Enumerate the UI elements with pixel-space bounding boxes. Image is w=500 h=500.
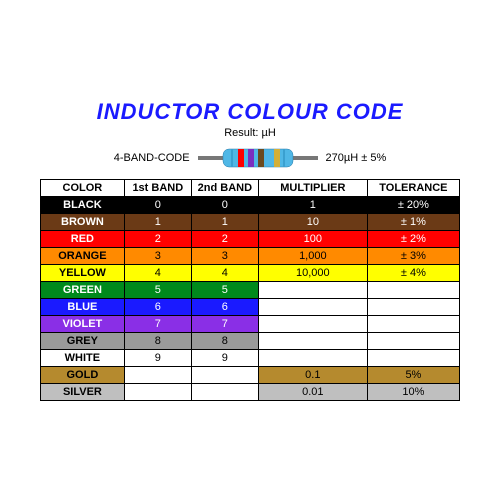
table-row: VIOLET77	[41, 316, 460, 333]
colour-name-cell: WHITE	[41, 350, 125, 367]
table-row: BLACK001± 20%	[41, 197, 460, 214]
second-band-cell: 3	[191, 248, 258, 265]
colour-name-cell: YELLOW	[41, 265, 125, 282]
table-row: SILVER 0.0110%	[41, 384, 460, 401]
second-band-cell: 2	[191, 231, 258, 248]
result-unit: Result: µH	[40, 127, 460, 139]
first-band-cell: 2	[124, 231, 191, 248]
tolerance-cell: 10%	[367, 384, 459, 401]
first-band-cell: 3	[124, 248, 191, 265]
tolerance-cell	[367, 282, 459, 299]
table-row: ORANGE331,000± 3%	[41, 248, 460, 265]
inductor-icon	[198, 143, 318, 173]
second-band-cell: 4	[191, 265, 258, 282]
second-band-cell: 7	[191, 316, 258, 333]
table-header-cell: 1st BAND	[124, 180, 191, 197]
table-header-cell: 2nd BAND	[191, 180, 258, 197]
tolerance-cell: ± 3%	[367, 248, 459, 265]
second-band-cell: 9	[191, 350, 258, 367]
multiplier-cell: 10,000	[258, 265, 367, 282]
multiplier-cell	[258, 282, 367, 299]
tolerance-cell: ± 1%	[367, 214, 459, 231]
first-band-cell: 4	[124, 265, 191, 282]
first-band-cell: 1	[124, 214, 191, 231]
table-row: RED22100± 2%	[41, 231, 460, 248]
tolerance-cell: ± 4%	[367, 265, 459, 282]
second-band-cell	[191, 367, 258, 384]
tolerance-cell	[367, 316, 459, 333]
multiplier-cell: 0.1	[258, 367, 367, 384]
colour-name-cell: VIOLET	[41, 316, 125, 333]
multiplier-cell: 1	[258, 197, 367, 214]
first-band-cell: 7	[124, 316, 191, 333]
colour-name-cell: GREEN	[41, 282, 125, 299]
multiplier-cell: 0.01	[258, 384, 367, 401]
second-band-cell: 8	[191, 333, 258, 350]
table-row: GREEN55	[41, 282, 460, 299]
page-title: INDUCTOR COLOUR CODE	[40, 99, 460, 125]
first-band-cell: 8	[124, 333, 191, 350]
tolerance-cell	[367, 333, 459, 350]
colour-name-cell: BLUE	[41, 299, 125, 316]
multiplier-cell	[258, 333, 367, 350]
inductor-colour-code-card: INDUCTOR COLOUR CODE Result: µH 4-BAND-C…	[40, 91, 460, 409]
multiplier-cell: 10	[258, 214, 367, 231]
tolerance-cell	[367, 350, 459, 367]
table-row: YELLOW4410,000± 4%	[41, 265, 460, 282]
multiplier-cell	[258, 299, 367, 316]
diagram-right-label: 270µH ± 5%	[326, 152, 387, 164]
tolerance-cell: 5%	[367, 367, 459, 384]
colour-name-cell: SILVER	[41, 384, 125, 401]
table-row: GOLD 0.15%	[41, 367, 460, 384]
second-band-cell: 5	[191, 282, 258, 299]
table-header-cell: TOLERANCE	[367, 180, 459, 197]
table-header-cell: MULTIPLIER	[258, 180, 367, 197]
tolerance-cell: ± 20%	[367, 197, 459, 214]
multiplier-cell	[258, 316, 367, 333]
second-band-cell: 1	[191, 214, 258, 231]
colour-code-table: COLOR1st BAND2nd BANDMULTIPLIERTOLERANCE…	[40, 179, 460, 401]
second-band-cell: 6	[191, 299, 258, 316]
multiplier-cell: 100	[258, 231, 367, 248]
second-band-cell	[191, 384, 258, 401]
first-band-cell	[124, 384, 191, 401]
table-row: WHITE99	[41, 350, 460, 367]
table-header-cell: COLOR	[41, 180, 125, 197]
first-band-cell: 9	[124, 350, 191, 367]
table-row: BROWN1110± 1%	[41, 214, 460, 231]
colour-name-cell: RED	[41, 231, 125, 248]
colour-name-cell: ORANGE	[41, 248, 125, 265]
colour-name-cell: GOLD	[41, 367, 125, 384]
colour-name-cell: BLACK	[41, 197, 125, 214]
table-header-row: COLOR1st BAND2nd BANDMULTIPLIERTOLERANCE	[41, 180, 460, 197]
tolerance-cell: ± 2%	[367, 231, 459, 248]
diagram-left-label: 4-BAND-CODE	[114, 152, 190, 164]
colour-name-cell: BROWN	[41, 214, 125, 231]
first-band-cell: 5	[124, 282, 191, 299]
table-row: BLUE66	[41, 299, 460, 316]
colour-name-cell: GREY	[41, 333, 125, 350]
tolerance-cell	[367, 299, 459, 316]
multiplier-cell	[258, 350, 367, 367]
second-band-cell: 0	[191, 197, 258, 214]
table-row: GREY88	[41, 333, 460, 350]
multiplier-cell: 1,000	[258, 248, 367, 265]
inductor-diagram-row: 4-BAND-CODE 270µH ± 5%	[40, 143, 460, 173]
first-band-cell: 6	[124, 299, 191, 316]
first-band-cell	[124, 367, 191, 384]
first-band-cell: 0	[124, 197, 191, 214]
